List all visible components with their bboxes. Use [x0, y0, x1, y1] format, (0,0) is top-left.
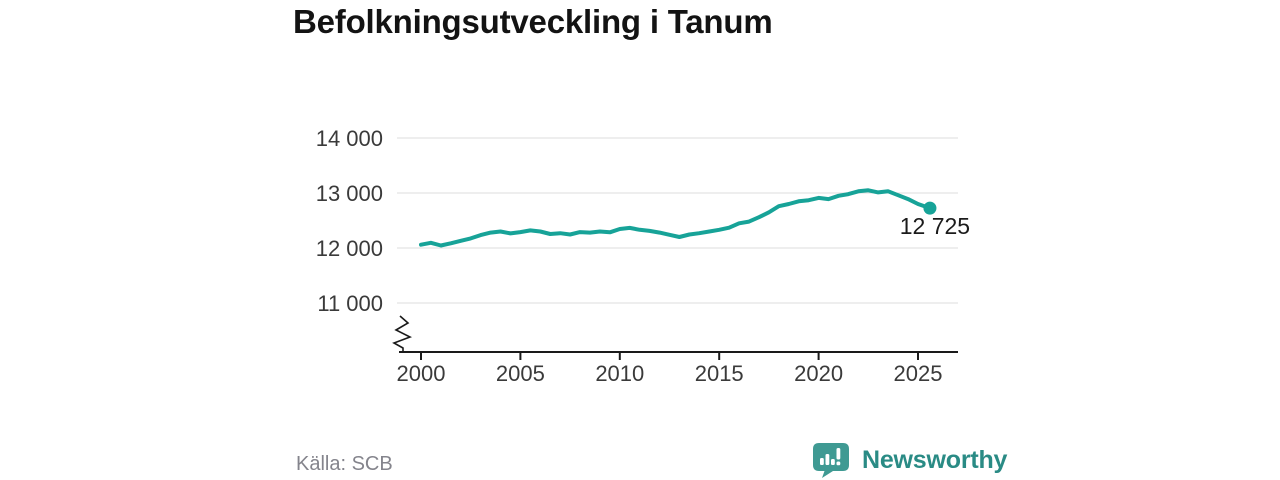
x-tick-label: 2010 [595, 361, 644, 386]
population-line [419, 188, 932, 248]
source-note: Källa: SCB [296, 453, 393, 475]
y-axis-break-icon [392, 315, 412, 351]
newsworthy-logo: Newsworthy [809, 441, 1007, 479]
newsworthy-icon [813, 443, 849, 478]
population-end-label: 12 725 [900, 213, 970, 239]
x-tick-label: 2015 [695, 361, 744, 386]
y-tick-label: 13 000 [316, 181, 383, 206]
population-end-dot [923, 201, 937, 215]
x-tick-label: 2005 [496, 361, 545, 386]
y-tick-label: 11 000 [317, 291, 383, 316]
x-tick-label: 2025 [894, 361, 943, 386]
x-tick-label: 2000 [397, 361, 446, 386]
newsworthy-wordmark: Newsworthy [862, 445, 1008, 474]
y-tick-label: 14 000 [316, 126, 383, 151]
chart-title: Befolkningsutveckling i Tanum [293, 3, 773, 40]
x-tick-label: 2020 [794, 361, 843, 386]
y-tick-label: 12 000 [316, 236, 383, 261]
